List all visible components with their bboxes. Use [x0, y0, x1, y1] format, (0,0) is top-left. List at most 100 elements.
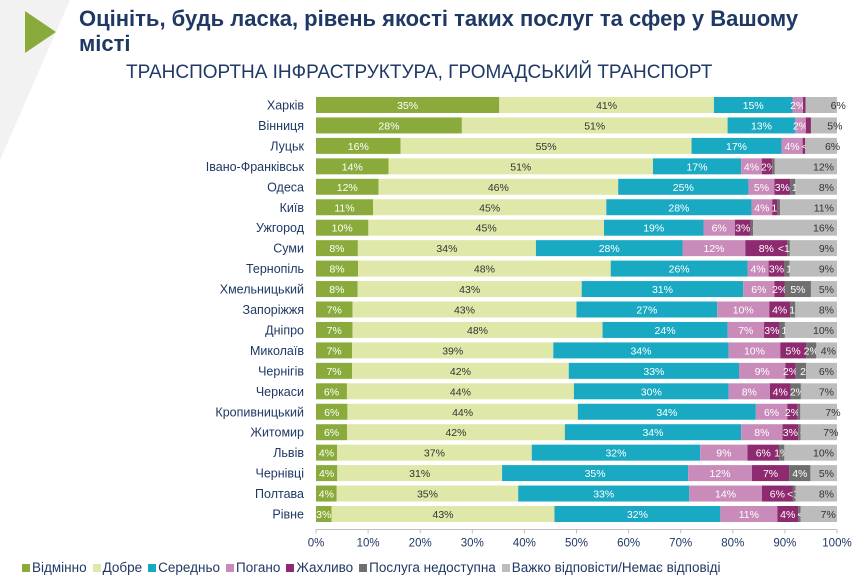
bar-segment [728, 383, 770, 400]
bar-segment [787, 403, 798, 420]
category-label: Чернігів [258, 364, 304, 378]
bar-segment [800, 383, 837, 400]
bar-segment [734, 219, 751, 236]
bar-segment [789, 465, 811, 482]
bar-segment [741, 158, 762, 175]
bar-segment [798, 424, 801, 441]
bar-segment [792, 485, 796, 502]
legend-label: Середньо [158, 560, 221, 575]
bar-segment [751, 465, 790, 482]
bar-segment [577, 403, 756, 420]
data-label: 30% [641, 386, 662, 398]
data-label: 33% [643, 366, 664, 378]
data-label: 6% [819, 366, 834, 378]
legend-swatch [226, 564, 235, 572]
bar-segment [800, 506, 837, 522]
data-label: 43% [433, 509, 454, 521]
data-label: 16% [348, 141, 369, 153]
data-label: 7% [327, 325, 342, 337]
data-label: 31% [409, 468, 430, 480]
bar-segment [602, 321, 728, 338]
bar-segment [352, 342, 554, 359]
data-label: 3% [769, 264, 784, 276]
bar-segment [610, 260, 748, 277]
data-label: 8% [819, 182, 834, 194]
bar-segment [316, 117, 462, 134]
bar-segment [800, 424, 837, 441]
data-label: 7% [327, 305, 342, 317]
category-label: Миколаїв [250, 344, 304, 358]
legend: Відмінно Добре Середньо Погано Жахливо Послуг… [22, 560, 721, 575]
bar-segment [810, 465, 837, 482]
bar-segment [581, 281, 744, 298]
bar-segment [805, 117, 811, 134]
bar-segment [785, 362, 796, 379]
data-label: 8% [329, 243, 344, 255]
x-tick-label: 90% [773, 537, 796, 549]
bar-segment [388, 158, 653, 175]
data-label: 46% [488, 182, 509, 194]
data-label: 25% [673, 182, 694, 194]
data-label: 17% [687, 161, 708, 173]
legend-swatch [148, 564, 157, 572]
data-label: 4% [792, 468, 807, 480]
category-label: Харків [267, 99, 304, 113]
data-label: 8% [742, 386, 757, 398]
data-label: 43% [454, 305, 475, 317]
bar-segment [784, 444, 837, 461]
bar-segment [806, 342, 817, 359]
data-label: 10% [813, 448, 834, 460]
bar-segment [743, 281, 775, 298]
data-label: 28% [599, 243, 620, 255]
data-label: 35% [417, 489, 438, 501]
category-label: Кропивницький [215, 405, 304, 419]
bar-segment [727, 321, 765, 338]
legend-item: Важко відповісти/Немає відповіді [501, 560, 721, 575]
data-label: 4% [319, 468, 334, 480]
data-label: 6% [324, 427, 339, 439]
data-label: 6% [756, 448, 771, 460]
chart-subtitle: ТРАНСПОРТНА ІНФРАСТРУКТУРА, ГРОМАДСЬКИЙ … [126, 62, 713, 83]
category-label: Одеса [267, 180, 304, 194]
bar-segment [748, 178, 775, 195]
bar-segment [772, 158, 775, 175]
data-label: 31% [652, 284, 673, 296]
category-label: Тернопіль [246, 262, 304, 276]
category-label: Рівне [272, 508, 304, 522]
bar-segment [499, 97, 714, 113]
bar-segment [346, 383, 574, 400]
category-label: Житомир [250, 426, 304, 440]
data-label: 44% [452, 407, 473, 419]
bar-segment [774, 158, 837, 175]
legend-swatch [92, 564, 101, 572]
bar-segment [810, 117, 837, 134]
data-label: 8% [754, 427, 769, 439]
bar-segment [606, 199, 752, 216]
data-label: 3% [775, 182, 790, 194]
data-label: 12% [813, 161, 834, 173]
x-tick-label: 80% [721, 537, 744, 549]
data-label: 2% [793, 120, 808, 132]
bar-segment [347, 403, 578, 420]
category-label: Вінниця [258, 119, 304, 133]
data-label: 3% [735, 223, 750, 235]
x-tick-label: 30% [461, 537, 484, 549]
bar-segment [816, 342, 837, 359]
category-label: Хмельницький [220, 283, 304, 297]
data-label: 7% [763, 468, 778, 480]
data-label: 9% [716, 448, 731, 460]
bar-segment [805, 137, 837, 154]
bar-segment [750, 219, 754, 236]
bar-segment [769, 301, 791, 318]
bar-segment [554, 506, 721, 522]
bar-segment [316, 342, 353, 359]
data-label: 16% [813, 223, 834, 235]
bar-segment [603, 219, 704, 236]
category-label: Львів [273, 446, 304, 460]
data-label: 5% [819, 468, 834, 480]
data-label: 4% [773, 386, 788, 398]
category-label: Київ [280, 201, 305, 215]
data-label: 7% [738, 325, 753, 337]
data-label: 34% [436, 243, 457, 255]
bar-segment [347, 424, 565, 441]
